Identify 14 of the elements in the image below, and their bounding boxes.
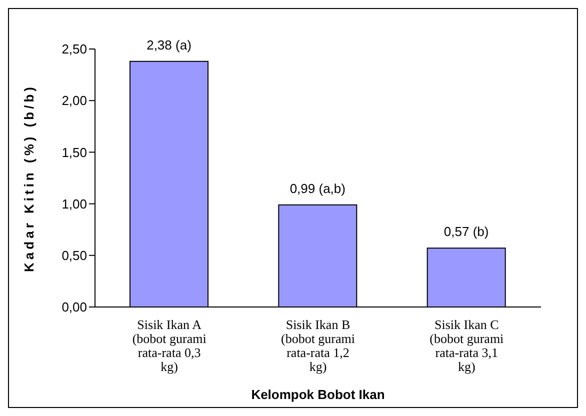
x-axis-title: Kelompok Bobot Ikan <box>251 387 385 402</box>
x-tick-label: Sisik Ikan C (bobot gurami rata-rata 3,1 kg) <box>430 317 504 374</box>
y-axis-title: Kadar Kitin (%) (b/b) <box>22 84 37 272</box>
data-label: 0,99 (a,b) <box>290 180 346 196</box>
y-tick-label: 1,00 <box>62 196 87 212</box>
y-tick-label: 2,00 <box>62 93 87 108</box>
y-tick-label: 0,50 <box>62 248 87 264</box>
data-label: 0,57 (b) <box>444 224 489 240</box>
data-label: 2,38 (a) <box>146 37 192 52</box>
x-tick-label: Sisik Ikan B (bobot gurami rata-rata 1,2 kg) <box>280 317 356 374</box>
x-tick-label: Sisik Ikan A (bobot gurami rata-rata 0,3 kg) <box>132 317 207 374</box>
y-tick-label: 2,50 <box>62 42 87 57</box>
y-tick-label: 0,00 <box>62 300 87 315</box>
y-tick-label: 1,50 <box>62 144 87 160</box>
